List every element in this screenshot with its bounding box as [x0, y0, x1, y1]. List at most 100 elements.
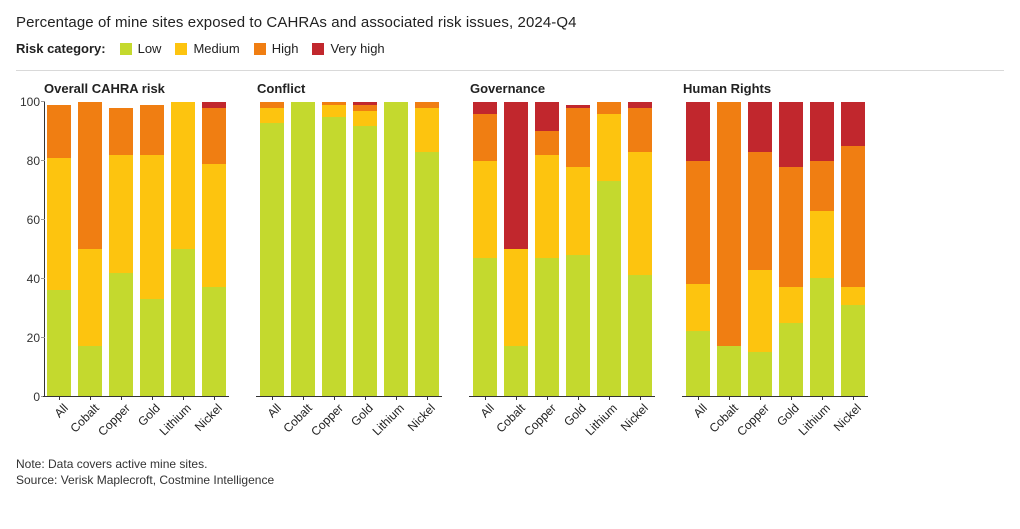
segment-medium: [597, 114, 621, 182]
chart-container: Percentage of mine sites exposed to CAHR…: [0, 0, 1020, 497]
segment-low: [597, 181, 621, 396]
segment-low: [353, 126, 377, 396]
bar-copper: [535, 102, 559, 396]
segment-high: [628, 108, 652, 152]
segment-medium: [841, 287, 865, 305]
legend-label: Risk category:: [16, 41, 106, 56]
bar-gold: [353, 102, 377, 396]
segment-high: [78, 102, 102, 249]
bar-nickel: [628, 102, 652, 396]
bars: [44, 102, 229, 396]
segment-medium: [171, 102, 195, 249]
x-axis: AllCobaltCopperGoldLithiumNickel: [470, 397, 655, 457]
segment-high: [597, 102, 621, 114]
bar-cobalt: [717, 102, 741, 396]
y-tick-label: 80: [16, 154, 40, 168]
segment-low: [322, 117, 346, 396]
segment-low: [748, 352, 772, 396]
segment-low: [810, 278, 834, 396]
chart-area: [683, 102, 868, 397]
bars: [257, 102, 442, 396]
bar-lithium: [384, 102, 408, 396]
bar-nickel: [841, 102, 865, 396]
panel-title: Human Rights: [683, 81, 868, 96]
bar-gold: [779, 102, 803, 396]
y-tick-label: 100: [16, 95, 40, 109]
segment-low: [260, 123, 284, 396]
y-tick-label: 20: [16, 331, 40, 345]
x-tick-label: All: [265, 401, 284, 420]
segment-medium: [140, 155, 164, 299]
segment-low: [109, 273, 133, 396]
plot-area: [44, 102, 229, 397]
segment-low: [628, 275, 652, 396]
segment-low: [202, 287, 226, 396]
segment-medium: [748, 270, 772, 352]
segment-high: [140, 105, 164, 155]
x-axis: AllCobaltCopperGoldLithiumNickel: [44, 397, 229, 457]
legend-swatch: [175, 43, 187, 55]
segment-medium: [260, 108, 284, 123]
plot-area: [683, 102, 868, 397]
segment-veryhigh: [810, 102, 834, 161]
legend-item-label: Very high: [330, 41, 384, 56]
bar-nickel: [202, 102, 226, 396]
legend-item-medium: Medium: [175, 41, 239, 56]
x-tick-label: All: [52, 401, 71, 420]
legend-item-label: High: [272, 41, 299, 56]
panel-conflict: ConflictAllCobaltCopperGoldLithiumNickel: [257, 81, 442, 457]
bar-all: [686, 102, 710, 396]
bars: [683, 102, 868, 396]
segment-medium: [47, 158, 71, 290]
segment-veryhigh: [504, 102, 528, 249]
bar-gold: [140, 102, 164, 396]
panel-human-rights: Human RightsAllCobaltCopperGoldLithiumNi…: [683, 81, 868, 457]
footnote: Note: Data covers active mine sites.: [16, 457, 1004, 471]
bar-copper: [748, 102, 772, 396]
segment-low: [779, 323, 803, 397]
segment-high: [202, 108, 226, 164]
segment-low: [686, 331, 710, 396]
legend-item-label: Low: [138, 41, 162, 56]
y-tick-label: 0: [16, 390, 40, 404]
segment-veryhigh: [779, 102, 803, 167]
segment-high: [109, 108, 133, 155]
segment-medium: [415, 108, 439, 152]
segment-low: [717, 346, 741, 396]
y-tick-label: 40: [16, 272, 40, 286]
legend-swatch: [120, 43, 132, 55]
bar-lithium: [810, 102, 834, 396]
segment-medium: [566, 167, 590, 255]
bar-cobalt: [291, 102, 315, 396]
bar-gold: [566, 102, 590, 396]
segment-veryhigh: [748, 102, 772, 152]
segment-veryhigh: [841, 102, 865, 146]
segment-low: [291, 102, 315, 396]
segment-high: [717, 102, 741, 346]
panel-governance: GovernanceAllCobaltCopperGoldLithiumNick…: [470, 81, 655, 457]
segment-medium: [78, 249, 102, 346]
x-axis: AllCobaltCopperGoldLithiumNickel: [257, 397, 442, 457]
segment-low: [841, 305, 865, 396]
source-line: Source: Verisk Maplecroft, Costmine Inte…: [16, 473, 1004, 487]
bar-nickel: [415, 102, 439, 396]
segment-high: [779, 167, 803, 288]
bar-cobalt: [504, 102, 528, 396]
segment-high: [566, 108, 590, 167]
segment-low: [140, 299, 164, 396]
bars: [470, 102, 655, 396]
bar-all: [473, 102, 497, 396]
segment-low: [535, 258, 559, 396]
bar-all: [260, 102, 284, 396]
panel-overall-cahra-risk: Overall CAHRA risk020406080100AllCobaltC…: [16, 81, 229, 457]
segment-medium: [779, 287, 803, 322]
plot-area: [257, 102, 442, 397]
bar-all: [47, 102, 71, 396]
segment-medium: [202, 164, 226, 287]
segment-low: [47, 290, 71, 396]
chart-area: [257, 102, 442, 397]
legend-item-very-high: Very high: [312, 41, 384, 56]
segment-low: [171, 249, 195, 396]
bar-copper: [109, 102, 133, 396]
segment-high: [47, 105, 71, 158]
